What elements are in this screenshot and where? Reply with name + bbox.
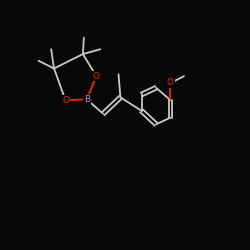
Text: O: O: [167, 78, 174, 88]
Text: B: B: [84, 95, 90, 104]
Text: O: O: [62, 96, 69, 105]
Text: O: O: [93, 72, 100, 81]
